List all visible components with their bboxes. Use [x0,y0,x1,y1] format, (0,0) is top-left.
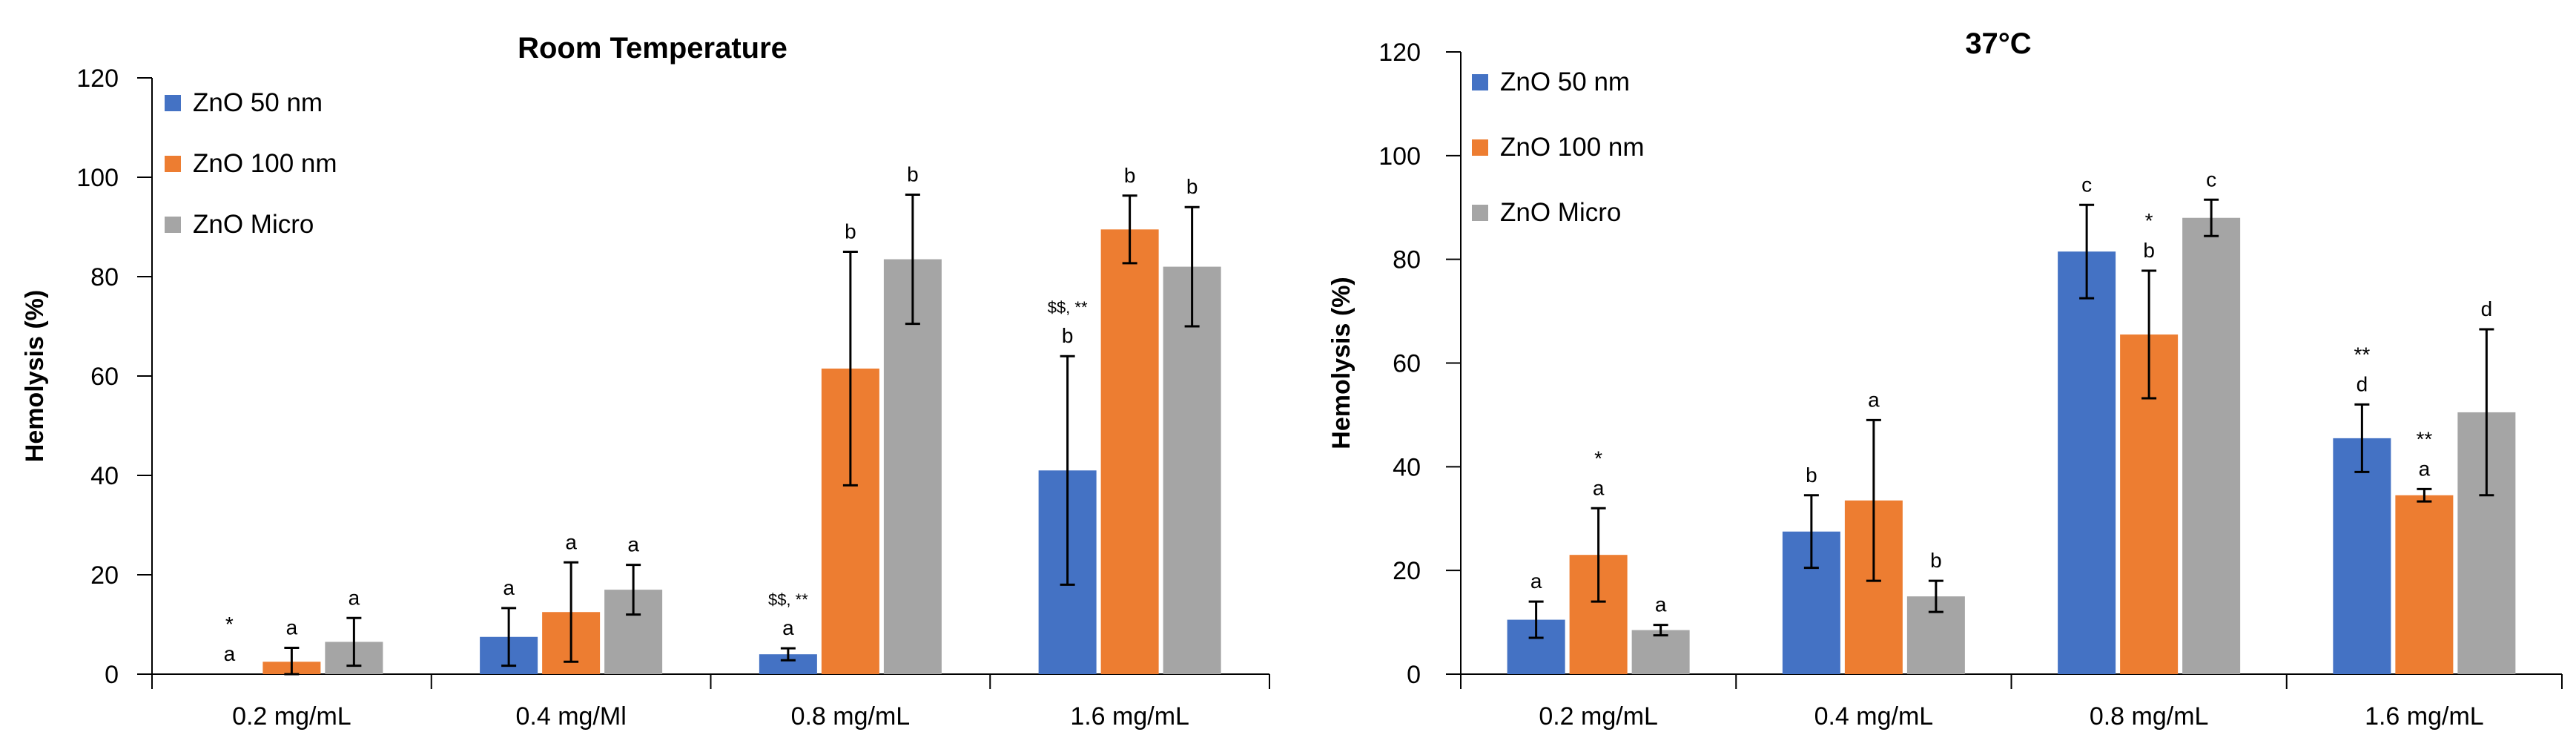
significance-label: a [782,616,794,639]
legend-swatch [1472,74,1488,90]
y-tick-label: 120 [76,65,119,93]
chart-title: 37°C [1965,27,2031,60]
significance-label: a [1655,593,1667,616]
significance-label: * [1594,446,1602,469]
legend-label: ZnO Micro [1500,198,1621,227]
x-tick-label: 0.2 mg/mL [1539,702,1658,731]
legend-swatch [1472,139,1488,156]
x-tick-label: 0.8 mg/mL [2090,702,2209,731]
y-tick-label: 60 [1393,350,1421,378]
significance-label: c [2081,173,2092,196]
significance-label: b [1062,324,1074,347]
legend-label: ZnO 100 nm [193,149,337,178]
significance-label: ** [2416,427,2432,450]
y-tick-label: 40 [1393,453,1421,481]
significance-label: a [224,642,236,665]
x-tick-label: 0.4 mg/Ml [515,702,626,731]
y-tick-label: 120 [1378,39,1421,67]
significance-label: a [2419,457,2431,480]
legend-label: ZnO 50 nm [1500,67,1630,96]
significance-label: c [2206,168,2216,191]
legend-swatch [165,95,181,111]
legend-label: ZnO 50 nm [193,88,323,117]
legend-label: ZnO 100 nm [1500,133,1645,162]
significance-label: * [225,613,234,636]
y-tick-label: 20 [90,561,119,590]
significance-label: b [1806,464,1817,487]
y-tick-label: 80 [90,263,119,291]
bar [883,259,942,674]
x-tick-label: 0.8 mg/mL [791,702,911,731]
significance-label: a [1593,476,1605,499]
bar [1631,630,1690,674]
y-tick-label: 100 [1378,142,1421,171]
bar [1100,229,1159,675]
y-tick-label: 0 [105,661,119,689]
bar [2395,495,2454,674]
significance-label: a [286,616,298,639]
y-tick-label: 40 [90,462,119,490]
y-tick-label: 20 [1393,557,1421,585]
significance-label: a [1530,570,1542,593]
x-tick-label: 1.6 mg/mL [1070,702,1189,731]
significance-label: b [2143,239,2155,262]
significance-label: b [1124,164,1136,187]
significance-label: b [1930,549,1942,572]
significance-label: a [503,576,515,599]
significance-label: $$, ** [768,590,808,609]
x-tick-label: 0.4 mg/mL [1814,702,1934,731]
significance-label: a [627,533,639,556]
y-tick-label: 100 [76,164,119,192]
x-tick-label: 0.2 mg/mL [232,702,351,731]
bar [2333,438,2391,674]
significance-label: d [2481,297,2493,320]
y-axis-label: Hemolysis (%) [1327,277,1355,449]
legend-label: ZnO Micro [193,210,314,239]
bar [1163,266,1221,675]
significance-label: b [907,162,919,185]
significance-label: * [2145,209,2153,232]
y-tick-label: 0 [1407,661,1421,689]
significance-label: b [1186,175,1198,198]
significance-label: a [349,586,360,609]
significance-label: b [845,220,856,243]
chart-title: Room Temperature [518,32,787,65]
significance-label: $$, ** [1048,298,1088,317]
significance-label: a [565,530,577,553]
y-tick-label: 80 [1393,246,1421,274]
bar [2058,251,2116,674]
y-axis-label: Hemolysis (%) [21,290,49,462]
legend-swatch [1472,205,1488,221]
legend-swatch [165,217,181,233]
x-tick-label: 1.6 mg/mL [2365,702,2484,731]
legend-swatch [165,156,181,172]
significance-label: d [2357,372,2368,395]
y-tick-label: 60 [90,363,119,391]
significance-label: a [1868,388,1880,411]
bar [2182,217,2241,674]
significance-label: ** [2354,343,2370,366]
